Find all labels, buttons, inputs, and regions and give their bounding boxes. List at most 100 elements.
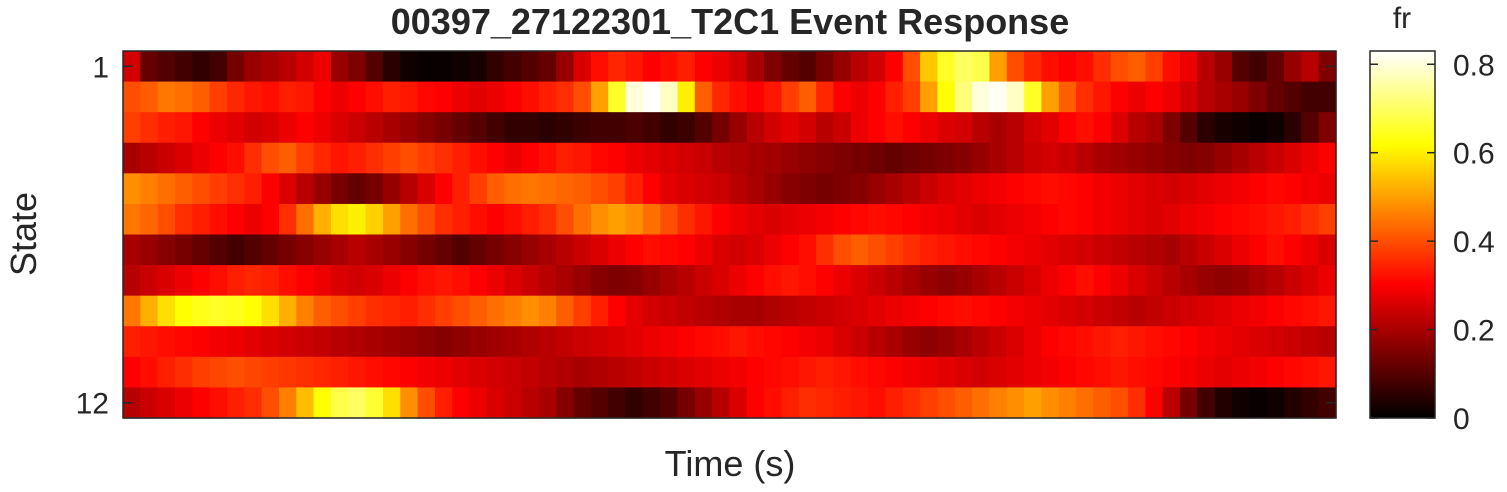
heatmap-cell: [1041, 81, 1060, 113]
heatmap-cell: [920, 203, 939, 236]
heatmap-cell: [625, 142, 644, 174]
heatmap-cell: [608, 387, 627, 419]
heatmap-cell: [1076, 265, 1094, 297]
heatmap-cell: [469, 326, 488, 358]
heatmap-cell: [1110, 203, 1129, 236]
heatmap-cell: [452, 112, 471, 144]
heatmap-cell: [1249, 173, 1268, 205]
heatmap-cell: [278, 326, 297, 358]
heatmap-cell: [140, 356, 159, 389]
heatmap-cell: [920, 142, 939, 174]
heatmap-cell: [781, 173, 800, 205]
heatmap-cell: [209, 356, 228, 389]
heatmap-cell: [625, 234, 644, 266]
heatmap-cell: [1284, 356, 1302, 389]
plot-frame: [122, 50, 1337, 419]
heatmap-cell: [954, 173, 973, 205]
heatmap-cell: [1041, 326, 1060, 358]
heatmap-cell: [902, 112, 921, 144]
heatmap-cell: [434, 112, 453, 144]
heatmap-cell: [573, 265, 592, 297]
heatmap-cell: [504, 387, 523, 419]
heatmap-cell: [660, 326, 679, 358]
heatmap-cell: [937, 356, 956, 389]
heatmap-cell: [573, 295, 592, 327]
heatmap-cell: [1093, 234, 1112, 266]
heatmap-cell: [677, 234, 696, 266]
heatmap-cell: [538, 51, 557, 83]
heatmap-cell: [140, 173, 159, 205]
heatmap-cell: [868, 356, 887, 389]
heatmap-cell: [954, 203, 973, 236]
heatmap-cell: [920, 295, 939, 327]
heatmap-cell: [140, 234, 159, 266]
heatmap-cell: [486, 142, 505, 174]
heatmap-cell: [157, 142, 176, 174]
heatmap-cell: [1041, 51, 1060, 83]
heatmap-cell: [833, 142, 852, 174]
heatmap-cell: [746, 234, 765, 266]
heatmap-cell: [209, 173, 228, 205]
heatmap-cell: [192, 81, 211, 113]
heatmap-cell: [764, 81, 783, 113]
heatmap-cell: [868, 142, 887, 174]
heatmap-cell: [330, 51, 349, 83]
heatmap-cell: [452, 295, 471, 327]
heatmap-cell: [608, 142, 627, 174]
heatmap-cell: [330, 112, 349, 144]
heatmap-cell: [660, 203, 679, 236]
heatmap-cell: [417, 51, 436, 83]
heatmap-cell: [677, 112, 696, 144]
heatmap-cell: [1214, 51, 1233, 83]
heatmap-cell: [1197, 112, 1216, 144]
heatmap-cell: [937, 234, 956, 266]
heatmap-cell: [452, 326, 471, 358]
heatmap-cell: [140, 326, 159, 358]
heatmap-cell: [1180, 81, 1198, 113]
heatmap-cell: [781, 142, 800, 174]
heatmap-cell: [469, 203, 488, 236]
heatmap-cell: [694, 112, 713, 144]
heatmap-cell: [972, 356, 991, 389]
heatmap-cell: [885, 234, 904, 266]
heatmap-cell: [937, 387, 956, 419]
heatmap-cell: [902, 326, 921, 358]
heatmap-cell: [1318, 173, 1337, 205]
heatmap-cell: [382, 81, 401, 113]
heatmap-cell: [1145, 356, 1164, 389]
colorbar-tick-label: 0.4: [1453, 226, 1495, 259]
heatmap-cell: [244, 173, 263, 205]
heatmap-cell: [261, 265, 280, 297]
heatmap-cell: [365, 203, 384, 236]
heatmap-cell: [1214, 356, 1233, 389]
heatmap-cell: [590, 295, 609, 327]
heatmap-cell: [1162, 112, 1181, 144]
heatmap-cell: [573, 51, 592, 83]
heatmap-cell: [209, 112, 228, 144]
heatmap-cell: [1232, 234, 1250, 266]
heatmap-cell: [1162, 265, 1181, 297]
heatmap-cell: [764, 203, 783, 236]
heatmap-cell: [330, 265, 349, 297]
heatmap-cell: [608, 326, 627, 358]
heatmap-cell: [1249, 265, 1268, 297]
heatmap-cell: [1180, 142, 1198, 174]
heatmap-cell: [694, 295, 713, 327]
heatmap-cell: [192, 234, 211, 266]
heatmap-cell: [712, 295, 731, 327]
heatmap-cell: [1006, 51, 1025, 83]
heatmap-cell: [296, 387, 315, 419]
heatmap-cell: [1318, 112, 1337, 144]
heatmap-cell: [123, 173, 141, 205]
heatmap-cell: [660, 142, 679, 174]
heatmap-cell: [261, 51, 280, 83]
heatmap-cell: [781, 203, 800, 236]
heatmap-cell: [486, 265, 505, 297]
heatmap-cell: [972, 142, 991, 174]
heatmap-cell: [1197, 203, 1216, 236]
heatmap-cell: [746, 387, 765, 419]
heatmap-cell: [573, 203, 592, 236]
heatmap-cell: [434, 295, 453, 327]
heatmap-cell: [244, 51, 263, 83]
heatmap-cell: [677, 265, 696, 297]
